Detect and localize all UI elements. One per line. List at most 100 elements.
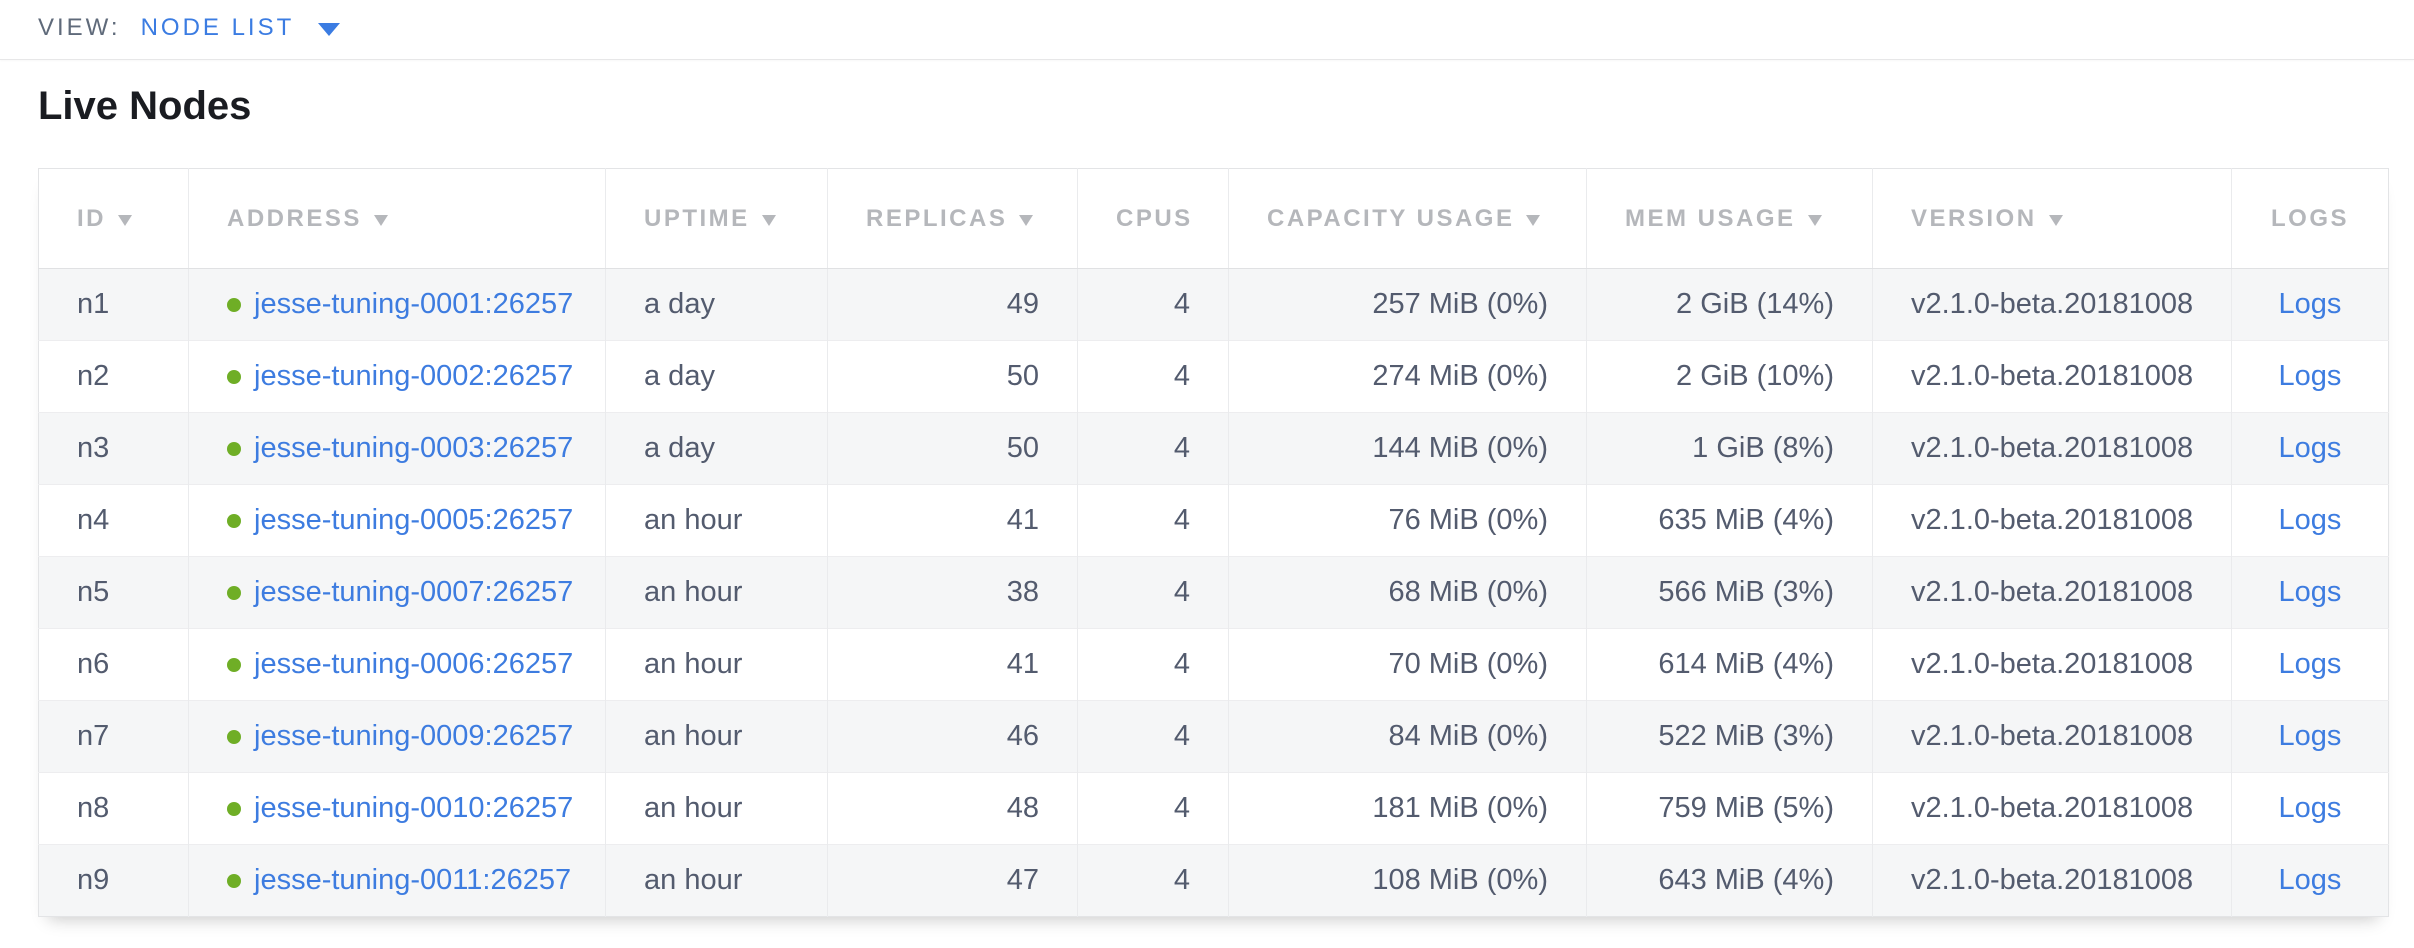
address-link[interactable]: jesse-tuning-0002:26257 bbox=[254, 360, 573, 393]
address-link[interactable]: jesse-tuning-0010:26257 bbox=[254, 792, 573, 825]
nodes-table-body: n1jesse-tuning-0001:26257a day494257 MiB… bbox=[39, 269, 2389, 917]
cell-id: n8 bbox=[39, 773, 189, 845]
column-header-capacity[interactable]: CAPACITY USAGE bbox=[1229, 169, 1587, 269]
address-cell: jesse-tuning-0006:26257 bbox=[227, 648, 567, 681]
view-label: VIEW: bbox=[38, 14, 121, 42]
address-cell: jesse-tuning-0007:26257 bbox=[227, 576, 567, 609]
cell-id: n9 bbox=[39, 845, 189, 917]
logs-link[interactable]: Logs bbox=[2279, 504, 2342, 536]
logs-link[interactable]: Logs bbox=[2279, 576, 2342, 608]
cell-address: jesse-tuning-0009:26257 bbox=[189, 701, 606, 773]
cell-uptime: an hour bbox=[606, 557, 828, 629]
live-status-dot-icon bbox=[227, 874, 241, 888]
cell-replicas: 49 bbox=[828, 269, 1078, 341]
cell-id: n2 bbox=[39, 341, 189, 413]
cell-version: v2.1.0-beta.20181008 bbox=[1873, 629, 2232, 701]
cell-capacity: 76 MiB (0%) bbox=[1229, 485, 1587, 557]
cell-version: v2.1.0-beta.20181008 bbox=[1873, 773, 2232, 845]
address-link[interactable]: jesse-tuning-0009:26257 bbox=[254, 720, 573, 753]
column-header-address[interactable]: ADDRESS bbox=[189, 169, 606, 269]
cell-logs: Logs bbox=[2232, 485, 2389, 557]
live-status-dot-icon bbox=[227, 802, 241, 816]
address-link[interactable]: jesse-tuning-0011:26257 bbox=[254, 864, 571, 897]
column-header-id[interactable]: ID bbox=[39, 169, 189, 269]
address-cell: jesse-tuning-0009:26257 bbox=[227, 720, 567, 753]
logs-link[interactable]: Logs bbox=[2279, 288, 2342, 320]
live-status-dot-icon bbox=[227, 298, 241, 312]
cell-cpus: 4 bbox=[1078, 413, 1229, 485]
cell-logs: Logs bbox=[2232, 413, 2389, 485]
cell-uptime: a day bbox=[606, 341, 828, 413]
table-row: n5jesse-tuning-0007:26257an hour38468 Mi… bbox=[39, 557, 2389, 629]
cell-capacity: 70 MiB (0%) bbox=[1229, 629, 1587, 701]
live-status-dot-icon bbox=[227, 442, 241, 456]
cell-replicas: 38 bbox=[828, 557, 1078, 629]
column-header-replicas[interactable]: REPLICAS bbox=[828, 169, 1078, 269]
cell-address: jesse-tuning-0011:26257 bbox=[189, 845, 606, 917]
column-label-logs: LOGS bbox=[2271, 205, 2349, 232]
sort-desc-icon bbox=[1526, 215, 1540, 226]
column-label-id: ID bbox=[77, 205, 106, 232]
view-selector-dropdown[interactable]: NODE LIST bbox=[141, 14, 341, 42]
address-link[interactable]: jesse-tuning-0006:26257 bbox=[254, 648, 573, 681]
cell-capacity: 257 MiB (0%) bbox=[1229, 269, 1587, 341]
header-row: ID ADDRESS UPTIME REPLICAS CPUS CAPACITY USAG… bbox=[39, 169, 2389, 269]
cell-uptime: an hour bbox=[606, 485, 828, 557]
address-cell: jesse-tuning-0002:26257 bbox=[227, 360, 567, 393]
cell-mem: 2 GiB (10%) bbox=[1587, 341, 1873, 413]
address-link[interactable]: jesse-tuning-0007:26257 bbox=[254, 576, 573, 609]
view-bar: VIEW: NODE LIST bbox=[0, 0, 2414, 60]
table-row: n9jesse-tuning-0011:26257an hour474108 M… bbox=[39, 845, 2389, 917]
nodes-table: ID ADDRESS UPTIME REPLICAS CPUS CAPACITY USAG… bbox=[38, 168, 2389, 917]
cell-replicas: 50 bbox=[828, 341, 1078, 413]
table-row: n8jesse-tuning-0010:26257an hour484181 M… bbox=[39, 773, 2389, 845]
cell-logs: Logs bbox=[2232, 269, 2389, 341]
logs-link[interactable]: Logs bbox=[2279, 720, 2342, 752]
main-content: Live Nodes IDADDRESSUPTIMEREPLICASCPUSCA… bbox=[0, 86, 2414, 917]
cell-id: n7 bbox=[39, 701, 189, 773]
cell-mem: 759 MiB (5%) bbox=[1587, 773, 1873, 845]
cell-id: n3 bbox=[39, 413, 189, 485]
table-row: n6jesse-tuning-0006:26257an hour41470 Mi… bbox=[39, 629, 2389, 701]
column-header-uptime[interactable]: UPTIME bbox=[606, 169, 828, 269]
cell-logs: Logs bbox=[2232, 629, 2389, 701]
cell-capacity: 84 MiB (0%) bbox=[1229, 701, 1587, 773]
address-link[interactable]: jesse-tuning-0001:26257 bbox=[254, 288, 573, 321]
cell-version: v2.1.0-beta.20181008 bbox=[1873, 269, 2232, 341]
table-row: n7jesse-tuning-0009:26257an hour46484 Mi… bbox=[39, 701, 2389, 773]
logs-link[interactable]: Logs bbox=[2279, 792, 2342, 824]
column-label-cpus: CPUS bbox=[1116, 205, 1193, 232]
address-link[interactable]: jesse-tuning-0005:26257 bbox=[254, 504, 573, 537]
cell-uptime: a day bbox=[606, 413, 828, 485]
logs-link[interactable]: Logs bbox=[2279, 648, 2342, 680]
cell-cpus: 4 bbox=[1078, 845, 1229, 917]
column-label-replicas: REPLICAS bbox=[866, 205, 1007, 232]
address-link[interactable]: jesse-tuning-0003:26257 bbox=[254, 432, 573, 465]
column-header-version[interactable]: VERSION bbox=[1873, 169, 2232, 269]
live-nodes-table: ID ADDRESS UPTIME REPLICAS CPUS CAPACITY USAG… bbox=[38, 168, 2388, 917]
cell-version: v2.1.0-beta.20181008 bbox=[1873, 485, 2232, 557]
logs-link[interactable]: Logs bbox=[2279, 360, 2342, 392]
cell-logs: Logs bbox=[2232, 845, 2389, 917]
cell-uptime: an hour bbox=[606, 629, 828, 701]
cell-replicas: 48 bbox=[828, 773, 1078, 845]
address-cell: jesse-tuning-0001:26257 bbox=[227, 288, 567, 321]
cell-version: v2.1.0-beta.20181008 bbox=[1873, 845, 2232, 917]
sort-desc-icon bbox=[1019, 215, 1033, 226]
cell-mem: 2 GiB (14%) bbox=[1587, 269, 1873, 341]
cell-uptime: a day bbox=[606, 269, 828, 341]
cell-replicas: 47 bbox=[828, 845, 1078, 917]
column-header-logs: LOGS bbox=[2232, 169, 2389, 269]
cell-address: jesse-tuning-0005:26257 bbox=[189, 485, 606, 557]
column-header-mem[interactable]: MEM USAGE bbox=[1587, 169, 1873, 269]
live-status-dot-icon bbox=[227, 514, 241, 528]
logs-link[interactable]: Logs bbox=[2279, 864, 2342, 896]
cell-mem: 1 GiB (8%) bbox=[1587, 413, 1873, 485]
cell-address: jesse-tuning-0007:26257 bbox=[189, 557, 606, 629]
column-label-version: VERSION bbox=[1911, 205, 2037, 232]
column-label-address: ADDRESS bbox=[227, 205, 362, 232]
cell-capacity: 181 MiB (0%) bbox=[1229, 773, 1587, 845]
logs-link[interactable]: Logs bbox=[2279, 432, 2342, 464]
sort-desc-icon bbox=[2049, 215, 2063, 226]
cell-mem: 643 MiB (4%) bbox=[1587, 845, 1873, 917]
